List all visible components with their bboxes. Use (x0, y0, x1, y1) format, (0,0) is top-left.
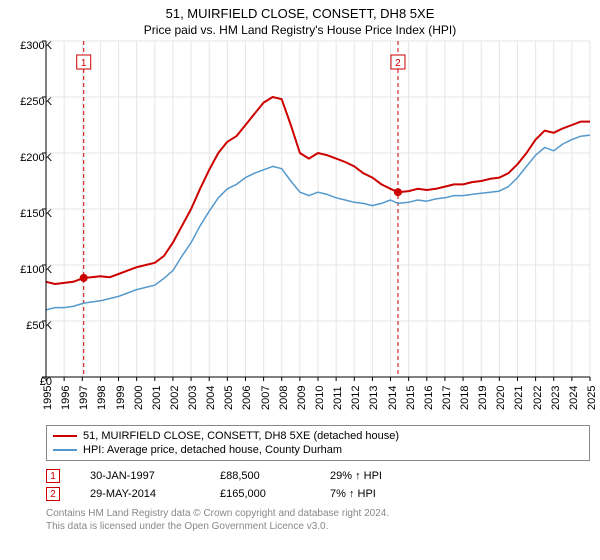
x-tick-label: 2008 (278, 386, 290, 410)
x-tick-label: 2012 (350, 386, 362, 410)
transaction-badge: 1 (46, 469, 60, 483)
x-tick-label: 2002 (169, 386, 181, 410)
transaction-price: £88,500 (220, 470, 300, 482)
legend-item: HPI: Average price, detached house, Coun… (53, 443, 583, 457)
x-tick-label: 2023 (550, 386, 562, 410)
x-tick-label: 2014 (387, 386, 399, 410)
legend-swatch (53, 449, 77, 451)
chart-subtitle: Price paid vs. HM Land Registry's House … (0, 21, 600, 41)
x-tick-label: 2022 (532, 386, 544, 410)
transaction-delta: 29% ↑ HPI (330, 470, 382, 482)
x-tick-label: 1995 (42, 386, 54, 410)
x-axis-labels: 1995199619971998199920002001200220032004… (46, 377, 590, 421)
x-tick-label: 2010 (314, 386, 326, 410)
transaction-date: 29-MAY-2014 (90, 488, 190, 500)
x-tick-label: 2024 (568, 386, 580, 410)
svg-text:2: 2 (395, 58, 401, 69)
x-tick-label: 2016 (423, 386, 435, 410)
transaction-price: £165,000 (220, 488, 300, 500)
x-tick-label: 2017 (441, 386, 453, 410)
legend-item: 51, MUIRFIELD CLOSE, CONSETT, DH8 5XE (d… (53, 429, 583, 443)
x-tick-label: 2025 (586, 386, 598, 410)
x-tick-label: 1996 (60, 386, 72, 410)
x-tick-label: 1997 (78, 386, 90, 410)
x-tick-label: 2011 (332, 386, 344, 410)
legend-label: 51, MUIRFIELD CLOSE, CONSETT, DH8 5XE (d… (83, 430, 399, 442)
x-tick-label: 1998 (96, 386, 108, 410)
transaction-badge: 2 (46, 487, 60, 501)
x-tick-label: 2018 (459, 386, 471, 410)
legend-box: 51, MUIRFIELD CLOSE, CONSETT, DH8 5XE (d… (46, 425, 590, 461)
x-tick-label: 2020 (495, 386, 507, 410)
transaction-row: 2 29-MAY-2014 £165,000 7% ↑ HPI (46, 485, 590, 503)
chart-svg: 12 (46, 41, 590, 377)
x-tick-label: 2021 (513, 386, 525, 410)
x-tick-label: 2006 (241, 386, 253, 410)
x-tick-label: 2005 (223, 386, 235, 410)
x-tick-label: 2007 (260, 386, 272, 410)
transactions-list: 1 30-JAN-1997 £88,500 29% ↑ HPI 2 29-MAY-2014… (46, 467, 590, 503)
legend-label: HPI: Average price, detached house, Coun… (83, 444, 342, 456)
svg-text:1: 1 (81, 58, 87, 69)
chart-plot-area: 12 (46, 41, 590, 377)
footer-line: Contains HM Land Registry data © Crown c… (46, 507, 590, 520)
chart-title: 51, MUIRFIELD CLOSE, CONSETT, DH8 5XE (0, 0, 600, 21)
transaction-row: 1 30-JAN-1997 £88,500 29% ↑ HPI (46, 467, 590, 485)
legend-swatch (53, 435, 77, 437)
footer-line: This data is licensed under the Open Gov… (46, 520, 590, 533)
transaction-delta: 7% ↑ HPI (330, 488, 376, 500)
x-tick-label: 2013 (368, 386, 380, 410)
x-tick-label: 2019 (477, 386, 489, 410)
x-tick-label: 2004 (205, 386, 217, 410)
transaction-date: 30-JAN-1997 (90, 470, 190, 482)
footer-attribution: Contains HM Land Registry data © Crown c… (46, 507, 590, 533)
x-tick-label: 2009 (296, 386, 308, 410)
x-tick-label: 2015 (405, 386, 417, 410)
x-tick-label: 1999 (115, 386, 127, 410)
x-tick-label: 2003 (187, 386, 199, 410)
x-tick-label: 2001 (151, 386, 163, 410)
x-tick-label: 2000 (133, 386, 145, 410)
